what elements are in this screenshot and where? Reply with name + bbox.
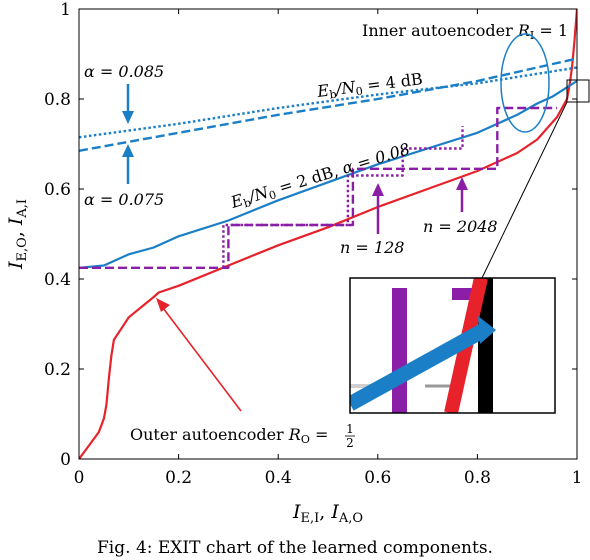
outer-autoencoder-label: Outer autoencoder RO = [130, 425, 328, 446]
inset-frame [349, 277, 556, 414]
zoom-inset [349, 277, 556, 414]
outer-arrow-shaft [162, 307, 242, 412]
inset-blue-curve [350, 323, 488, 411]
zoom-connector [481, 101, 568, 279]
y-tick-label: 0.8 [44, 90, 71, 110]
n128-arrow-head [372, 183, 384, 196]
x-tick-label: 0.8 [464, 468, 491, 488]
series-line-5 [79, 106, 558, 269]
y-tick-label: 0 [60, 450, 71, 470]
y-tick-label: 0.4 [44, 270, 71, 290]
series-line-0 [79, 9, 577, 459]
plot-frame [78, 8, 578, 460]
outer-arrow-head [156, 298, 170, 312]
alpha-075-label: α = 0.075 [84, 190, 164, 209]
n2048-arrow-head [456, 177, 468, 190]
x-tick-label: 0.4 [265, 468, 292, 488]
alpha-down-arrow-head [122, 111, 134, 124]
alpha-up-arrow-head [122, 144, 134, 157]
alpha-085-label: α = 0.085 [84, 62, 164, 81]
n-arrows [372, 177, 468, 234]
inset-black-bar [478, 278, 493, 413]
outer-arrow [156, 298, 242, 412]
fraction-denominator: 2 [346, 436, 354, 450]
n2048-label: n = 2048 [423, 217, 498, 236]
fraction-numerator: 1 [346, 422, 354, 436]
inset-purple-bar-vertical [392, 288, 407, 413]
alpha-arrows [122, 84, 134, 184]
series-line-3 [79, 66, 577, 139]
y-tick-label: 1 [60, 0, 71, 20]
y-tick-label: 0.2 [44, 360, 71, 380]
n128-label: n = 128 [340, 238, 404, 257]
x-axis-label: IE,I, IA,O [292, 501, 363, 526]
y-axis-label: IE,O, IA,I [5, 199, 30, 270]
inset-blue-arrow-tip [478, 316, 496, 344]
inner-autoencoder-label: Inner autoencoder RI = 1 [362, 21, 568, 42]
x-tick-label: 0.6 [364, 468, 391, 488]
figure-caption: Fig. 4: EXIT chart of the learned compon… [97, 538, 493, 558]
x-tick-label: 0 [74, 468, 85, 488]
x-tick-label: 1 [572, 468, 583, 488]
zoom-source-box [566, 79, 590, 103]
series-line-2 [79, 57, 577, 152]
inner-ellipse [500, 33, 550, 133]
y-tick-label: 0.6 [44, 180, 71, 200]
x-tick-label: 0.2 [165, 468, 192, 488]
